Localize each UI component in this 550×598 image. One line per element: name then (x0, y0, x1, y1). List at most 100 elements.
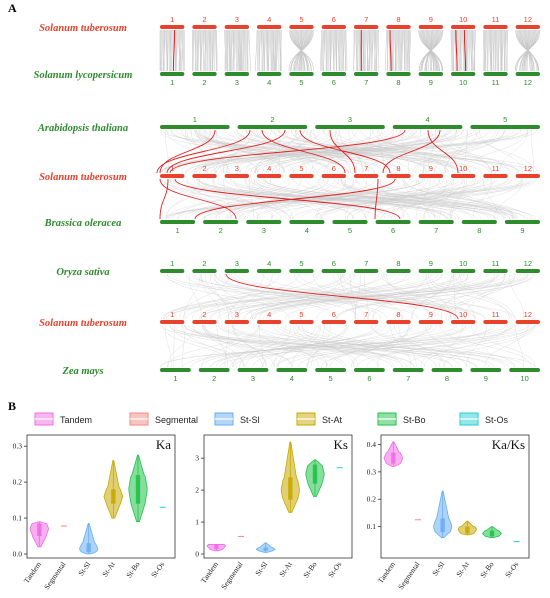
synteny-link (408, 29, 411, 72)
synteny-link (234, 178, 287, 220)
synteny-link (400, 29, 403, 72)
chromosome-number: 6 (367, 374, 371, 383)
chromosome-bar (418, 320, 443, 324)
synteny-link (192, 324, 292, 368)
chromosome-number: 2 (212, 374, 216, 383)
violin (206, 544, 227, 552)
chromosome-bar (418, 174, 443, 178)
chromosome-number: 1 (170, 78, 174, 87)
synteny-link (246, 129, 520, 174)
chromosome-number: 11 (492, 310, 500, 319)
synteny-link (340, 178, 436, 220)
synteny-link (175, 29, 178, 72)
synteny-link (490, 29, 493, 72)
chromosome-number: 1 (170, 15, 174, 24)
synteny-link (361, 129, 507, 174)
violin (482, 526, 502, 538)
legend-label: St-At (322, 415, 343, 425)
synteny-link (369, 29, 372, 72)
synteny-link (404, 178, 518, 220)
synteny-link (226, 129, 248, 174)
synteny-link (345, 29, 348, 72)
chromosome-bar (418, 72, 443, 76)
synteny-link (492, 29, 495, 72)
synteny-link (407, 29, 410, 72)
chromosome-number: 2 (202, 78, 206, 87)
chromosome-bar (257, 72, 282, 76)
synteny-link (232, 324, 287, 368)
chromosome-number: 6 (391, 226, 395, 235)
synteny-link (485, 29, 487, 72)
chromosome-number: 7 (364, 164, 368, 173)
chromosome-bar (418, 220, 454, 224)
chromosome-number: 3 (348, 115, 352, 124)
chromosome-bar (392, 368, 424, 372)
chromosome-bar (354, 25, 379, 29)
synteny-link (493, 178, 523, 220)
chromosome-bar (418, 269, 443, 273)
synteny-link (362, 29, 364, 72)
chromosome-number: 6 (332, 164, 336, 173)
chromosome-bar (289, 320, 314, 324)
synteny-link (473, 29, 476, 72)
violin (128, 454, 148, 523)
synteny-link (412, 129, 496, 174)
y-tick-label: 0.0 (13, 550, 23, 559)
chromosome-bar (257, 269, 282, 273)
highlight-link (159, 129, 216, 174)
chromosome-number: 7 (364, 78, 368, 87)
synteny-link (245, 324, 317, 368)
synteny-link (234, 273, 506, 320)
chromosome-bar (160, 25, 185, 29)
synteny-link (427, 273, 476, 320)
chromosome-number: 11 (492, 259, 500, 268)
synteny-link (464, 273, 505, 320)
chromosome-bar (321, 72, 346, 76)
chromosome-number: 10 (520, 374, 528, 383)
x-tick-label: Segmental (396, 560, 422, 591)
chromosome-bar (418, 25, 443, 29)
synteny-link (161, 29, 163, 72)
chromosome-bar (504, 220, 540, 224)
synteny-link (337, 273, 535, 320)
legend: Tandem Segmental St-Sl St-At St-Bo St-Os (34, 412, 509, 426)
chromosome-number: 1 (170, 164, 174, 173)
chromosome-number: 12 (524, 164, 532, 173)
synteny-link (161, 129, 385, 174)
synteny-link (168, 29, 171, 72)
synteny-link (401, 129, 410, 174)
synteny-link (322, 178, 538, 220)
chromosome-number: 7 (364, 259, 368, 268)
synteny-link (161, 129, 533, 174)
chromosome-bar (451, 320, 476, 324)
highlight-link (261, 129, 346, 174)
y-tick-label: 0.4 (367, 440, 377, 449)
synteny-link (253, 273, 498, 320)
chromosome-number: 5 (299, 164, 303, 173)
synteny-link (271, 324, 346, 368)
synteny-link (166, 178, 293, 220)
synteny-link (196, 129, 241, 174)
synteny-link (179, 273, 230, 320)
species-label: Brassica oleracea (44, 218, 122, 229)
synteny-link (427, 129, 436, 174)
synteny-link (469, 29, 472, 72)
synteny-link (358, 29, 361, 72)
synteny-link (217, 324, 415, 368)
synteny-link (320, 29, 323, 72)
synteny-link (443, 324, 536, 368)
synteny-link (268, 29, 270, 72)
synteny-link (498, 29, 500, 72)
species-label: Solanum tuberosum (39, 23, 127, 34)
y-tick-label: 0.2 (367, 495, 377, 504)
chromosome-number: 4 (426, 115, 430, 124)
chromosome-bar (192, 174, 217, 178)
synteny-link (194, 129, 305, 174)
legend-item: St-Bo (377, 412, 426, 426)
synteny-link (191, 129, 530, 174)
synteny-link (209, 273, 229, 320)
synteny-link (263, 29, 266, 72)
synteny-link (274, 324, 291, 368)
synteny-link (210, 129, 471, 174)
